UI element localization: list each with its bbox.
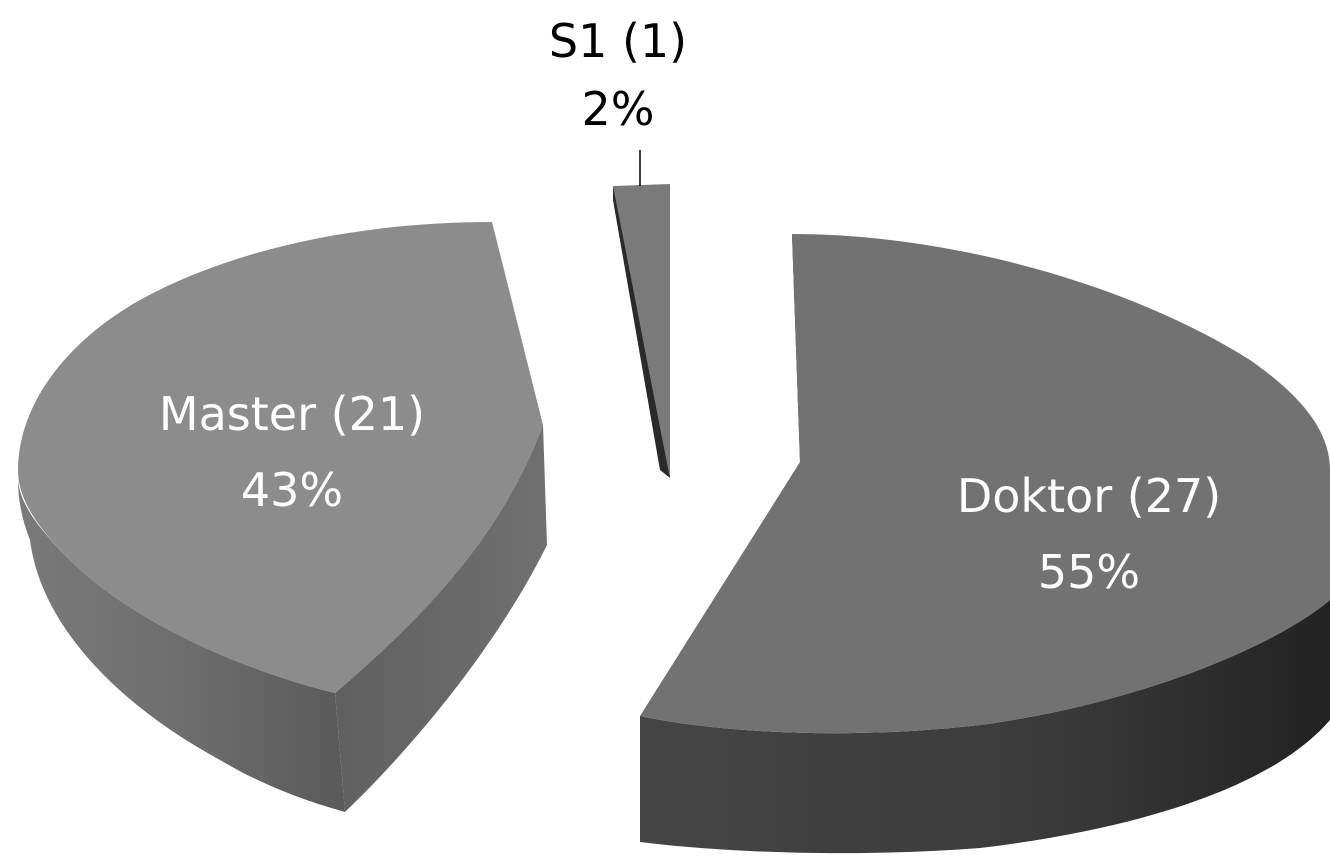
label-s1-name: S1 (1) — [549, 14, 687, 68]
slice-s1-top — [613, 184, 670, 478]
label-master-percent: 43% — [241, 463, 343, 517]
slice-master-side — [18, 480, 345, 812]
label-s1-percent: 2% — [582, 82, 655, 136]
label-doktor-name: Doktor (27) — [957, 469, 1221, 523]
slice-master-top — [18, 222, 543, 693]
data-labels: Doktor (27) 55% Master (21) 43% S1 (1) 2… — [159, 14, 1221, 599]
slice-doktor-side — [640, 430, 1330, 854]
slice-doktor — [640, 234, 1330, 854]
slice-master — [18, 222, 547, 812]
label-master-name: Master (21) — [159, 387, 425, 441]
slice-s1 — [613, 184, 670, 478]
slice-doktor-top — [640, 234, 1330, 734]
slice-master-cut — [335, 425, 547, 812]
slice-s1-inner — [613, 186, 670, 478]
label-doktor-percent: 55% — [1038, 545, 1140, 599]
